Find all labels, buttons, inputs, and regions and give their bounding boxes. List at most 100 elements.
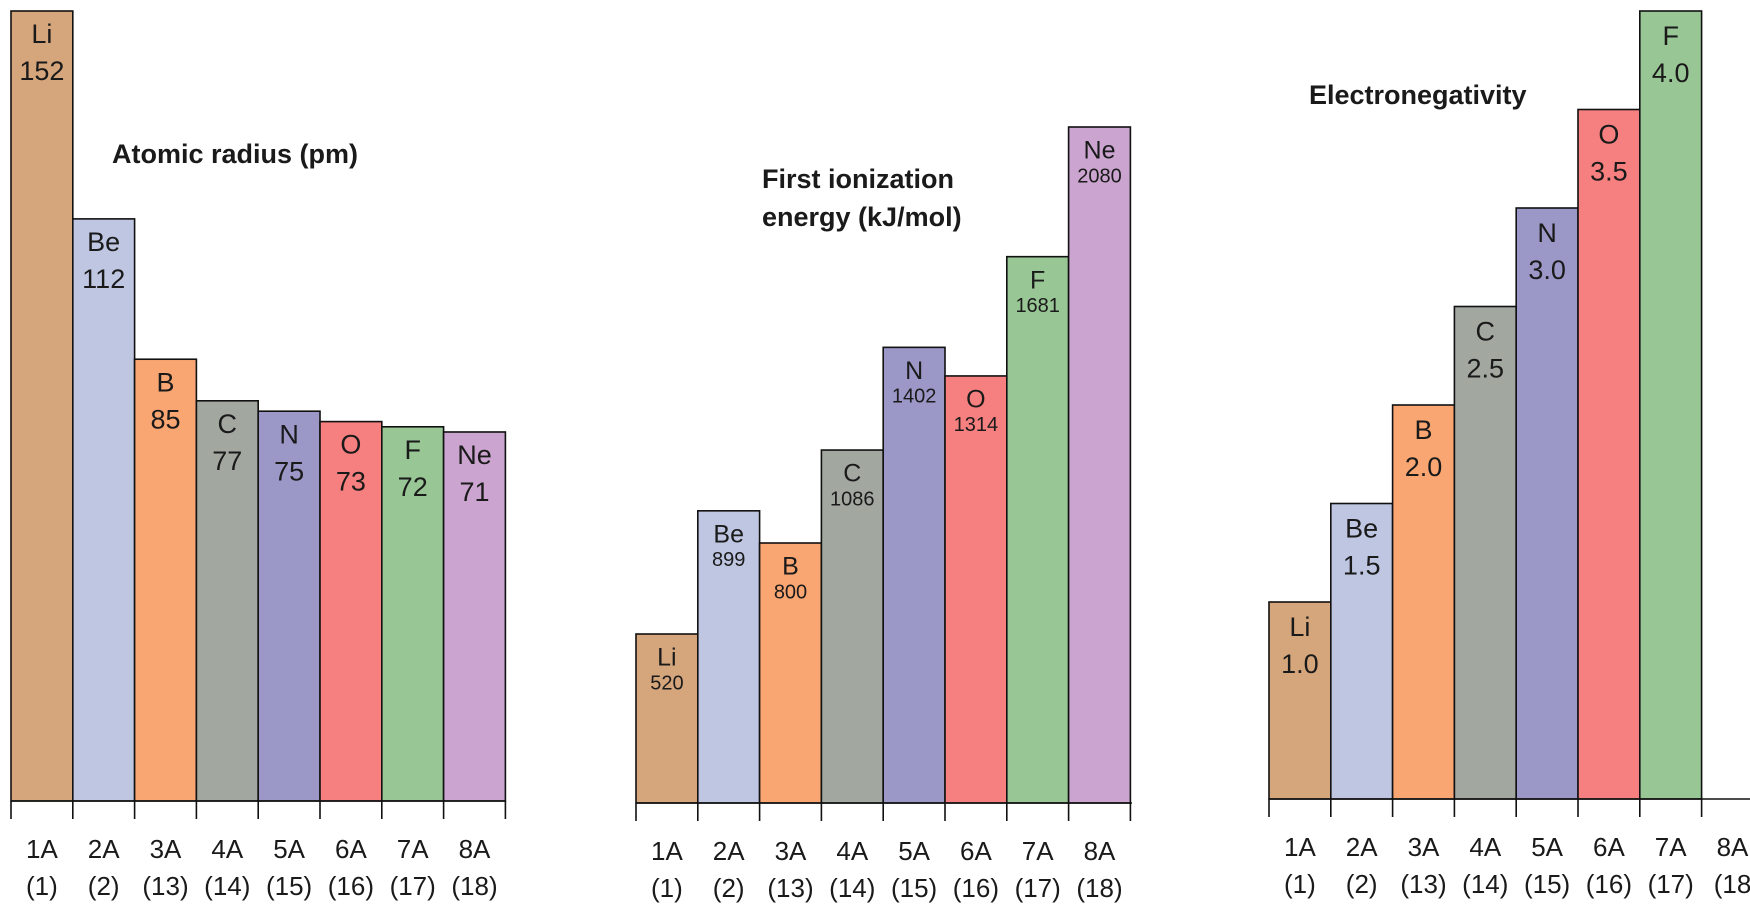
- x-tick-label: 4A: [836, 836, 868, 866]
- x-tick-label: 5A: [273, 834, 305, 864]
- element-symbol: N: [279, 419, 299, 449]
- group-number: (1): [26, 871, 58, 901]
- chart-title: Electronegativity: [1309, 80, 1527, 110]
- element-symbol: F: [404, 435, 421, 465]
- value-label: 73: [336, 467, 366, 497]
- element-symbol: N: [1537, 218, 1557, 248]
- group-number: (17): [1648, 869, 1694, 899]
- bar: [1005, 255, 1070, 804]
- group-number: (15): [891, 873, 937, 903]
- bar: [72, 218, 136, 802]
- bar: [1391, 404, 1456, 800]
- x-tick-label: 3A: [1408, 832, 1440, 862]
- group-number: (17): [390, 871, 436, 901]
- x-tick-label: 2A: [1346, 832, 1378, 862]
- group-number: (17): [1015, 873, 1061, 903]
- group-number: (18: [1714, 869, 1750, 899]
- value-label: 1.0: [1281, 649, 1319, 679]
- element-symbol: O: [340, 430, 361, 460]
- bar: [257, 410, 321, 802]
- bar: [319, 420, 383, 802]
- group-number: (16): [328, 871, 374, 901]
- value-label: 112: [82, 264, 125, 294]
- value-label: 1.5: [1343, 551, 1381, 581]
- element-symbol: O: [966, 386, 985, 414]
- group-number: (16): [1586, 869, 1632, 899]
- bar: [1639, 10, 1703, 800]
- value-label: 75: [274, 456, 304, 486]
- x-tick-label: 4A: [211, 834, 243, 864]
- element-symbol: F: [1662, 21, 1679, 51]
- group-number: (1): [1284, 869, 1316, 899]
- bar: [380, 425, 445, 802]
- group-number: (13): [142, 871, 188, 901]
- group-number: (14): [204, 871, 250, 901]
- value-label: 152: [19, 56, 64, 86]
- x-tick-label: 6A: [335, 834, 367, 864]
- bar: [758, 542, 823, 804]
- group-number: (18): [451, 871, 497, 901]
- group-number: (2): [88, 871, 120, 901]
- element-symbol: F: [1030, 266, 1045, 294]
- element-symbol: N: [905, 357, 923, 385]
- x-tick-label: 6A: [1593, 832, 1625, 862]
- x-tick-label: 6A: [960, 836, 992, 866]
- x-tick-label: 8A: [1717, 832, 1749, 862]
- x-tick-label: 1A: [1284, 832, 1316, 862]
- element-symbol: B: [782, 553, 799, 581]
- group-number: (14): [1462, 869, 1508, 899]
- chart-title: First ionization: [762, 164, 954, 194]
- element-symbol: Li: [31, 19, 52, 49]
- value-label: 72: [398, 472, 428, 502]
- value-label: 1681: [1015, 295, 1060, 317]
- value-label: 2.5: [1467, 354, 1505, 384]
- element-symbol: Li: [1289, 612, 1310, 642]
- x-tick-label: 3A: [775, 836, 807, 866]
- element-symbol: Li: [657, 644, 676, 672]
- value-label: 71: [459, 477, 489, 507]
- element-symbol: Be: [87, 227, 120, 257]
- element-symbol: C: [218, 409, 238, 439]
- value-label: 3.0: [1528, 255, 1566, 285]
- bar: [10, 10, 74, 802]
- x-tick-label: 1A: [26, 834, 58, 864]
- value-label: 1086: [830, 488, 875, 510]
- group-number: (13): [767, 873, 813, 903]
- value-label: 85: [150, 404, 180, 434]
- group-number: (2): [713, 873, 745, 903]
- value-label: 800: [774, 581, 807, 603]
- group-number: (2): [1346, 869, 1378, 899]
- value-label: 1402: [892, 386, 937, 408]
- bar: [1577, 108, 1641, 800]
- bar: [635, 633, 699, 804]
- bar: [1067, 126, 1132, 804]
- x-tick-label: 7A: [1022, 836, 1054, 866]
- element-symbol: C: [843, 460, 861, 488]
- bar: [882, 346, 946, 804]
- element-symbol: B: [156, 367, 174, 397]
- group-number: (13): [1400, 869, 1446, 899]
- value-label: 1314: [954, 414, 999, 436]
- x-tick-label: 5A: [1531, 832, 1563, 862]
- x-tick-label: 1A: [651, 836, 683, 866]
- bar: [1268, 601, 1332, 800]
- value-label: 520: [650, 672, 683, 694]
- bar: [1330, 502, 1394, 800]
- value-label: 899: [712, 549, 745, 571]
- element-symbol: O: [1598, 120, 1619, 150]
- bar: [1453, 305, 1518, 800]
- x-tick-label: 7A: [397, 834, 429, 864]
- x-tick-label: 2A: [713, 836, 745, 866]
- group-number: (1): [651, 873, 683, 903]
- value-label: 3.5: [1590, 157, 1628, 187]
- group-number: (14): [829, 873, 875, 903]
- x-tick-label: 3A: [150, 834, 182, 864]
- bar: [442, 431, 507, 802]
- x-tick-label: 5A: [898, 836, 930, 866]
- chart-title: Atomic radius (pm): [112, 139, 358, 169]
- value-label: 2080: [1077, 165, 1122, 187]
- element-symbol: B: [1414, 415, 1432, 445]
- x-tick-label: 8A: [1084, 836, 1116, 866]
- element-symbol: C: [1476, 317, 1496, 347]
- value-label: 4.0: [1652, 58, 1690, 88]
